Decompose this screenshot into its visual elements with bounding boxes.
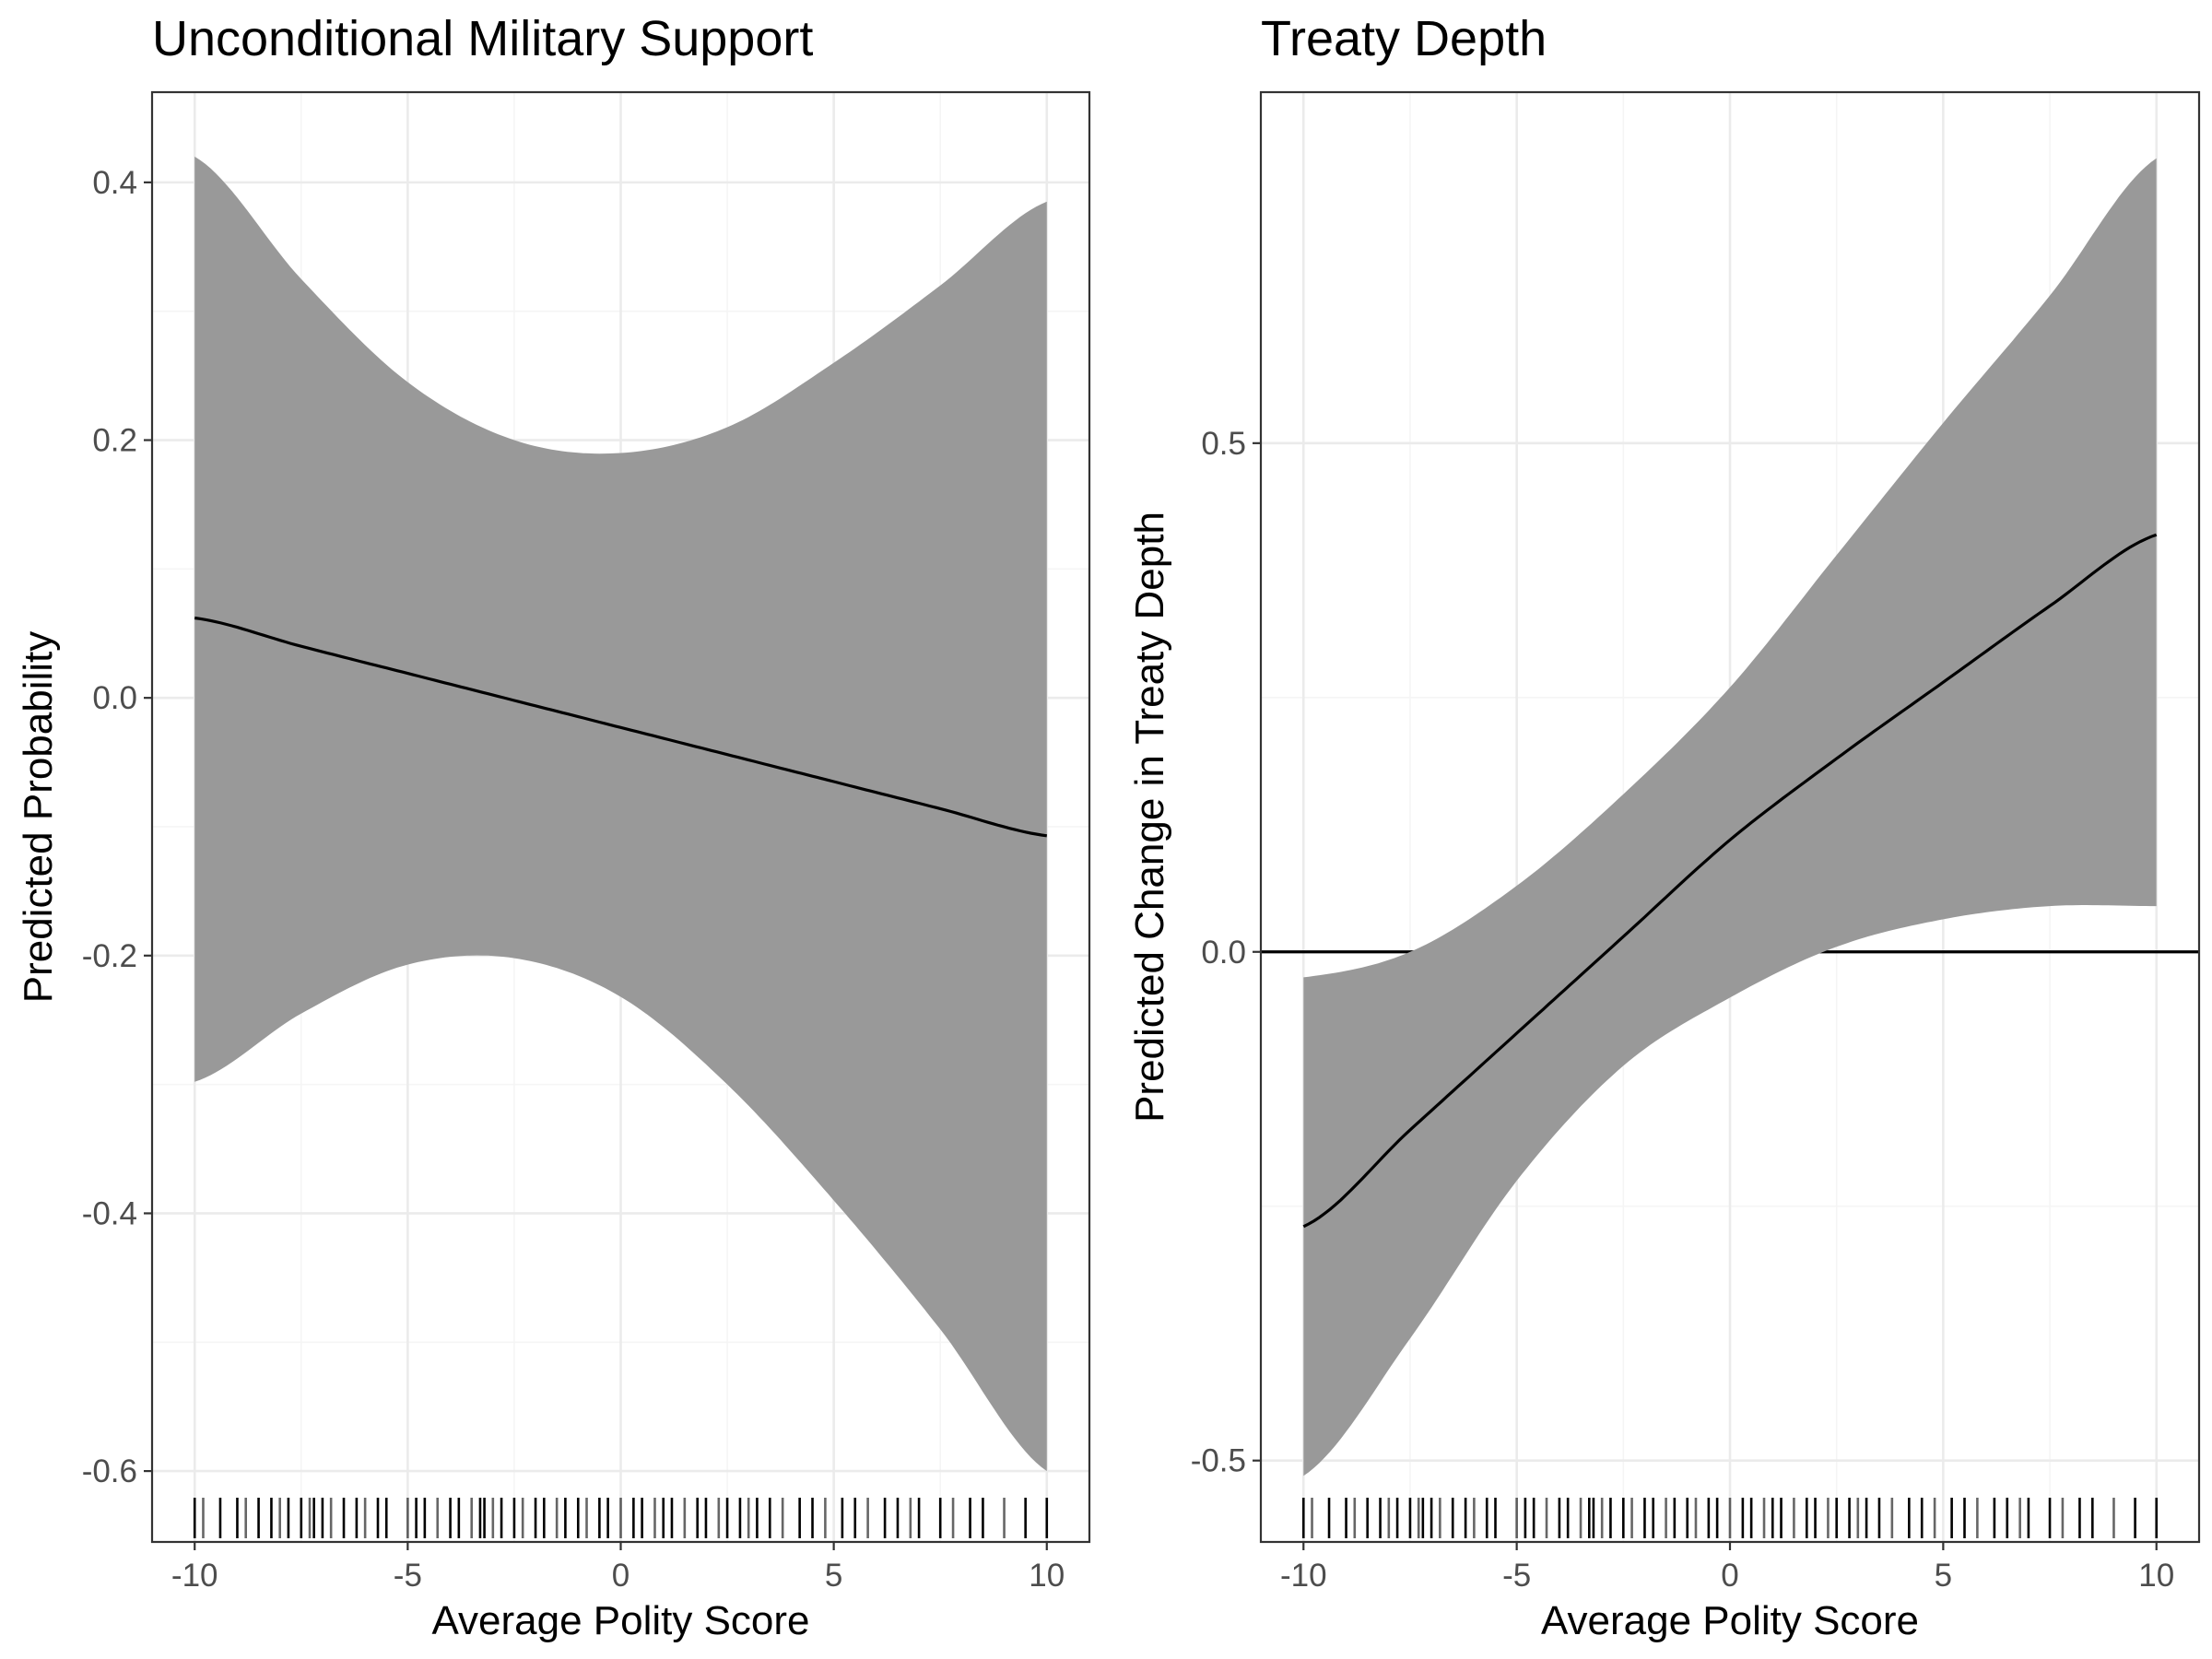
y-tick-label: 0.2 (92, 423, 137, 459)
x-tick-label: 0 (1721, 1558, 1738, 1594)
x-axis-title: Average Polity Score (1541, 1598, 1919, 1643)
x-tick-label: 0 (612, 1558, 629, 1594)
confidence-band (194, 156, 1047, 1472)
y-tick-label: -0.5 (1191, 1443, 1246, 1479)
panel-title: Treaty Depth (1261, 11, 1547, 66)
y-tick-label: -0.6 (82, 1453, 137, 1489)
x-tick-label: -10 (1280, 1558, 1327, 1594)
panel-treaty-depth: -10 -5 0 5 10 -0.5 0.0 0.5 Treaty Depth Average P… (1127, 11, 2201, 1643)
y-tick-label: -0.4 (82, 1195, 137, 1231)
panel-title: Unconditional Military Support (152, 11, 813, 66)
y-tick-label: 0.4 (92, 165, 137, 201)
x-axis-title: Average Polity Score (431, 1598, 809, 1643)
x-tick-label: 10 (1029, 1558, 1065, 1594)
y-tick-label: 0.5 (1201, 426, 1246, 462)
x-tick-label: -10 (171, 1558, 218, 1594)
fitted-line (1302, 533, 2158, 1229)
y-axis-title: Predicted Change in Treaty Depth (1127, 512, 1172, 1123)
x-tick-label: -5 (394, 1558, 422, 1594)
fitted-line (194, 616, 1048, 838)
panel-unconditional-military-support: -10 -5 0 5 10 -0.6 -0.4 -0.2 0.0 0.2 0.4 Unconditio… (16, 11, 1091, 1643)
y-tick-label: -0.2 (82, 938, 137, 974)
y-axis-title: Predicted Probability (16, 631, 61, 1004)
x-tick-label: -5 (1502, 1558, 1531, 1594)
x-tick-label: 5 (1935, 1558, 1952, 1594)
y-tick-label: 0.0 (92, 680, 137, 716)
confidence-band (1303, 158, 2157, 1477)
x-tick-label: 10 (2138, 1558, 2174, 1594)
x-tick-label: 5 (825, 1558, 842, 1594)
y-tick-label: 0.0 (1201, 935, 1246, 971)
